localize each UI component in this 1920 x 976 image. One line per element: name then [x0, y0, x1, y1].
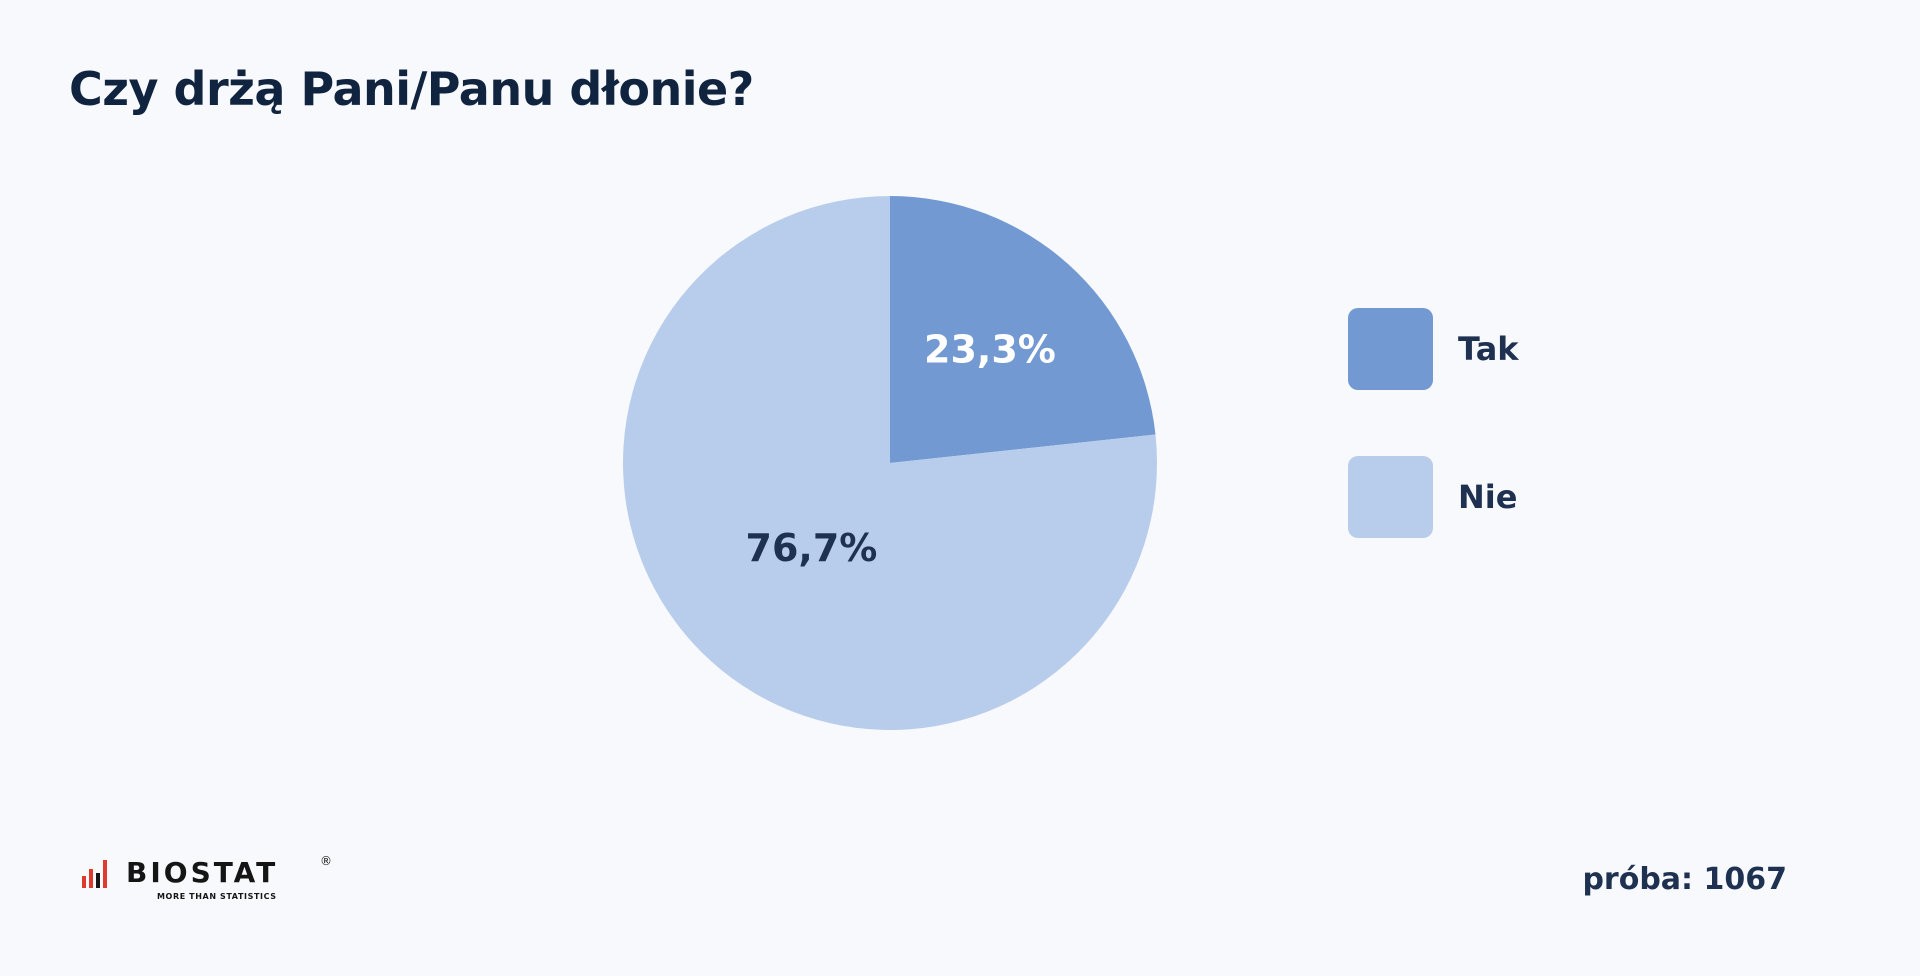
registered-mark: ® — [320, 854, 332, 868]
sample-size: próba: 1067 — [1582, 862, 1787, 897]
legend-label-tak: Tak — [1458, 330, 1519, 368]
pie-label-tak: 23,3% — [924, 327, 1056, 371]
legend-item-tak: Tak — [1348, 308, 1519, 390]
legend-swatch-tak — [1348, 308, 1433, 390]
logo-tagline: MORE THAN STATISTICS — [157, 892, 277, 901]
legend-item-nie: Nie — [1348, 456, 1519, 538]
pie-slice-tak — [890, 196, 1156, 463]
legend-swatch-nie — [1348, 456, 1433, 538]
pie-slice-nie — [622, 196, 1157, 730]
chart-title: Czy drżą Pani/Panu dłonie? — [69, 62, 754, 116]
legend: Tak Nie — [1348, 308, 1519, 604]
pie-label-nie: 76,7% — [746, 526, 878, 570]
bar-chart-logo-icon — [82, 860, 107, 888]
logo-wordmark: BIOSTAT — [126, 856, 279, 889]
legend-label-nie: Nie — [1458, 478, 1518, 516]
